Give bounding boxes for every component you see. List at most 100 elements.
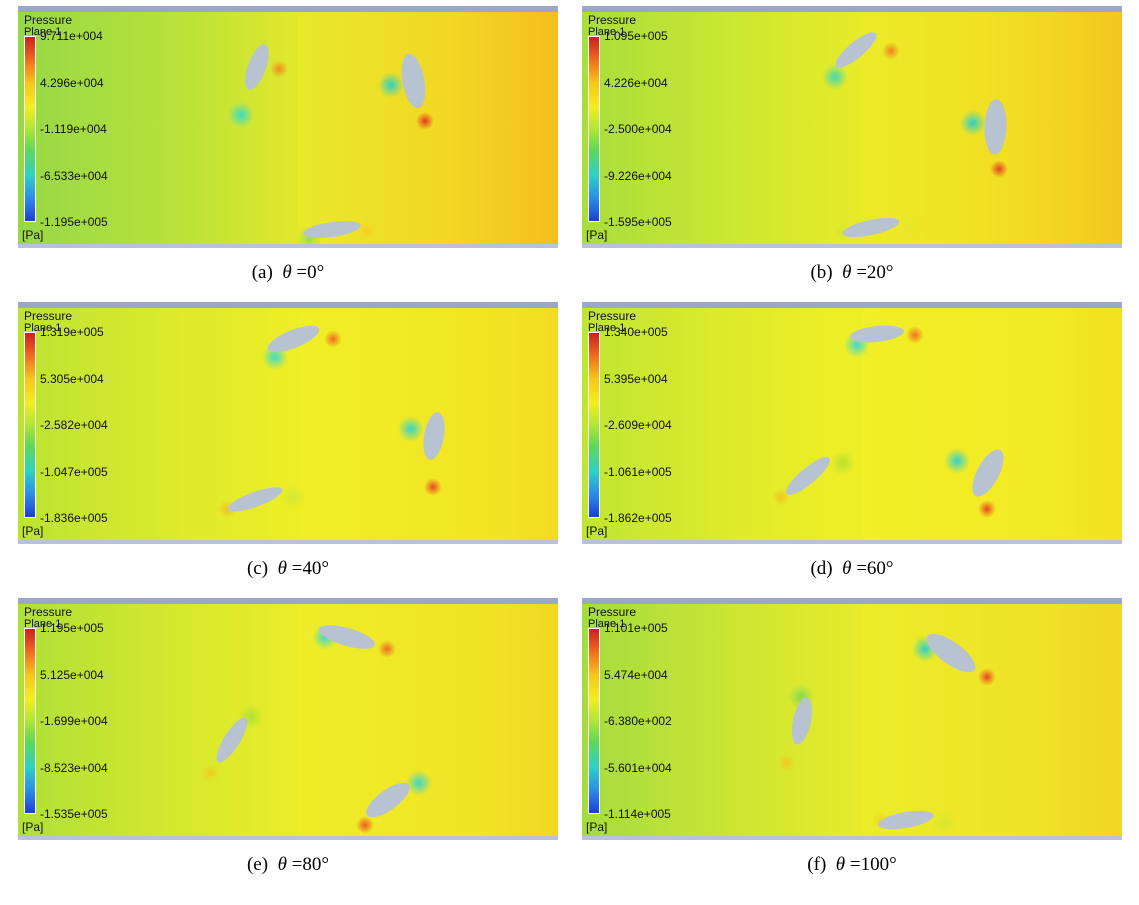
pressure-low-spot [822, 64, 848, 90]
pressure-contour-panel: Pressure Plane 1 1.101e+0055.474e+004-6.… [582, 604, 1122, 836]
pressure-high-spot [990, 160, 1008, 178]
pressure-contour-panel: Pressure Plane 1 1.319e+0055.305e+004-2.… [18, 308, 558, 540]
caption-equals: = [856, 262, 867, 283]
caption-equals: = [856, 558, 867, 579]
scale-tick: 1.340e+005 [604, 325, 668, 339]
colorbar [588, 36, 600, 222]
scale-tick: 1.319e+005 [40, 325, 104, 339]
colorbar [24, 332, 36, 518]
caption-label: (b) [810, 262, 832, 283]
panel-caption: (f) θ =100° [582, 854, 1122, 876]
pressure-low-spot [280, 484, 306, 510]
caption-label: (f) [807, 854, 826, 875]
colorbar [588, 628, 600, 814]
scale-tick: -1.114e+005 [604, 807, 671, 821]
scale-tick: 5.305e+004 [40, 372, 104, 386]
scale-tick: -6.533e+004 [40, 169, 108, 183]
scale-tick: -2.609e+004 [604, 418, 672, 432]
caption-theta-symbol: θ [278, 854, 287, 875]
scale-tick: -1.595e+005 [604, 215, 672, 229]
pressure-high-spot [778, 754, 796, 772]
pressure-high-spot [324, 330, 342, 348]
pressure-contour-panel: Pressure Plane 1 1.195e+0055.125e+004-1.… [18, 604, 558, 836]
scale-tick: -1.535e+005 [40, 807, 108, 821]
pressure-high-spot [202, 764, 220, 782]
pressure-low-spot [830, 450, 856, 476]
scale-tick: 5.395e+004 [604, 372, 668, 386]
scale-tick: -1.699e+004 [40, 714, 108, 728]
pressure-low-spot [944, 448, 970, 474]
pressure-low-spot [228, 102, 254, 128]
colorbar-scale: 1.319e+0055.305e+004-2.582e+004-1.047e+0… [40, 332, 140, 518]
panel-cell-0: Pressure Plane 1 9.711e+0044.296e+004-1.… [18, 6, 558, 302]
colorbar [588, 332, 600, 518]
scale-tick: -1.862e+005 [604, 511, 672, 525]
caption-label: (c) [247, 558, 268, 579]
caption-theta-value: 100° [861, 854, 897, 875]
caption-theta-symbol: θ [836, 854, 845, 875]
scale-tick: 4.296e+004 [40, 76, 104, 90]
scale-tick: 1.195e+005 [40, 621, 104, 635]
pressure-low-spot [406, 770, 432, 796]
scale-tick: -6.380e+002 [604, 714, 672, 728]
pressure-low-spot [398, 416, 424, 442]
caption-theta-symbol: θ [278, 558, 287, 579]
scale-tick: -1.195e+005 [40, 215, 108, 229]
panel-caption: (d) θ =60° [582, 558, 1122, 580]
caption-theta-symbol: θ [842, 558, 851, 579]
panel-cell-5: Pressure Plane 1 1.101e+0055.474e+004-6.… [582, 598, 1122, 894]
legend-title: Pressure [588, 14, 636, 27]
legend-title: Pressure [24, 14, 72, 27]
pressure-high-spot [416, 112, 434, 130]
scale-tick: -2.500e+004 [604, 122, 672, 136]
legend-unit: [Pa] [22, 524, 43, 538]
legend-unit: [Pa] [586, 820, 607, 834]
pressure-high-spot [906, 326, 924, 344]
panel-cell-1: Pressure Plane 1 1.095e+0054.226e+004-2.… [582, 6, 1122, 302]
scale-tick: 1.095e+005 [604, 29, 668, 43]
scale-tick: 5.125e+004 [40, 668, 104, 682]
scale-tick: 5.474e+004 [604, 668, 668, 682]
scale-tick: -2.582e+004 [40, 418, 108, 432]
legend-unit: [Pa] [22, 228, 43, 242]
panel-caption: (e) θ =80° [18, 854, 558, 876]
pressure-high-spot [424, 478, 442, 496]
legend-title: Pressure [24, 606, 72, 619]
panel-caption: (c) θ =40° [18, 558, 558, 580]
colorbar [24, 628, 36, 814]
scale-tick: -1.836e+005 [40, 511, 108, 525]
legend-unit: [Pa] [586, 524, 607, 538]
caption-equals: = [296, 262, 307, 283]
pressure-low-spot [898, 214, 924, 240]
colorbar-scale: 9.711e+0044.296e+004-1.119e+004-6.533e+0… [40, 36, 140, 222]
scale-tick: 9.711e+004 [40, 29, 103, 43]
legend-unit: [Pa] [586, 228, 607, 242]
pressure-high-spot [978, 668, 996, 686]
colorbar [24, 36, 36, 222]
colorbar-scale: 1.340e+0055.395e+004-2.609e+004-1.061e+0… [604, 332, 704, 518]
caption-equals: = [292, 854, 303, 875]
caption-theta-value: 40° [302, 558, 329, 579]
pressure-high-spot [378, 640, 396, 658]
scale-tick: -1.119e+004 [40, 122, 107, 136]
caption-theta-symbol: θ [842, 262, 851, 283]
legend-unit: [Pa] [22, 820, 43, 834]
caption-label: (e) [247, 854, 268, 875]
caption-theta-symbol: θ [282, 262, 291, 283]
scale-tick: 1.101e+005 [604, 621, 668, 635]
colorbar-scale: 1.195e+0055.125e+004-1.699e+004-8.523e+0… [40, 628, 140, 814]
legend-title: Pressure [24, 310, 72, 323]
panel-cell-3: Pressure Plane 1 1.340e+0055.395e+004-2.… [582, 302, 1122, 598]
scale-tick: -5.601e+004 [604, 761, 672, 775]
caption-theta-value: 60° [867, 558, 894, 579]
panel-cell-4: Pressure Plane 1 1.195e+0055.125e+004-1.… [18, 598, 558, 894]
panel-cell-2: Pressure Plane 1 1.319e+0055.305e+004-2.… [18, 302, 558, 598]
caption-label: (d) [810, 558, 832, 579]
colorbar-scale: 1.101e+0055.474e+004-6.380e+002-5.601e+0… [604, 628, 704, 814]
caption-equals: = [850, 854, 861, 875]
scale-tick: -1.047e+005 [40, 465, 108, 479]
pressure-low-spot [932, 810, 958, 836]
colorbar-scale: 1.095e+0054.226e+004-2.500e+004-9.226e+0… [604, 36, 704, 222]
pressure-low-spot [960, 110, 986, 136]
pressure-high-spot [270, 60, 288, 78]
